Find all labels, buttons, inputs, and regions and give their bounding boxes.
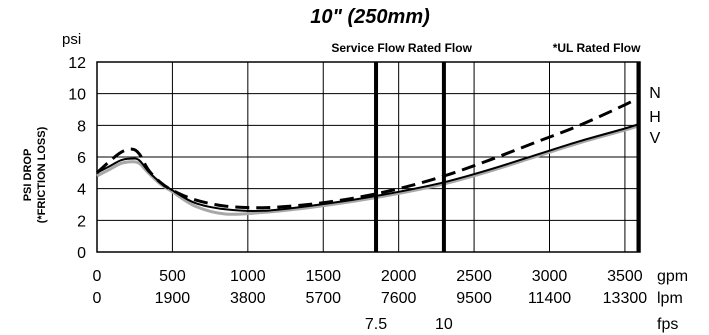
x-tick-label-lpm: 9500: [456, 290, 492, 307]
x-tick-label-gpm: 1500: [305, 268, 341, 285]
chart-title: 10" (250mm): [310, 6, 430, 28]
grid-layer: [96, 61, 641, 253]
series-label-h: H: [649, 109, 661, 126]
series-line-v: [96, 123, 641, 216]
x-tick-label-gpm: 3500: [607, 268, 643, 285]
flow-marker-label: *UL Rated Flow: [553, 41, 641, 55]
labels-layer: 0 2 4 6 8 10 12 NHV Service Flow Rated Flow *UL Ra…: [68, 41, 688, 333]
x-tick-label-lpm: 3800: [230, 290, 266, 307]
y-tick-label: 6: [77, 150, 86, 167]
series-label-n: N: [649, 85, 661, 102]
y-tick-label: 2: [77, 213, 86, 230]
y-tick-label: 0: [77, 245, 86, 262]
x-axis-unit-gpm: gpm: [657, 268, 688, 285]
y-axis-title-line1: PSI DROP: [22, 149, 34, 202]
x-tick-label-lpm: 5700: [305, 290, 341, 307]
flow-marker-label: Rated Flow: [408, 41, 473, 55]
x-tick-label-gpm: 500: [159, 268, 186, 285]
series-label-v: V: [650, 130, 661, 147]
x-tick-label-gpm: 2000: [381, 268, 417, 285]
series-line-n: [95, 95, 641, 210]
y-tick-label: 8: [77, 118, 86, 135]
flow-markers-layer: [374, 62, 641, 252]
x-tick-label-lpm: 13300: [603, 290, 648, 307]
x-tick-label-lpm: 11400: [528, 290, 571, 307]
x-tick-label-lpm: 1900: [155, 290, 191, 307]
x-tick-label-lpm: 7600: [381, 290, 417, 307]
y-axis-title-line2: (*FRICTION LOSS): [36, 126, 48, 223]
x-tick-label-lpm: 0: [93, 290, 102, 307]
y-unit-label: psi: [62, 31, 81, 48]
series-layer: [95, 95, 641, 216]
x-tick-label-gpm: 1000: [230, 268, 266, 285]
series-line-h: [96, 122, 641, 213]
flow-marker-label: Service Flow: [331, 41, 405, 55]
x-tick-label-fps: 7.5: [365, 316, 387, 333]
x-axis-unit-lpm: lpm: [657, 290, 683, 307]
x-axis-unit-fps: fps: [657, 316, 678, 333]
x-tick-label-gpm: 2500: [456, 268, 492, 285]
x-tick-label-fps: 10: [435, 316, 453, 333]
y-tick-label: 4: [77, 182, 86, 199]
x-tick-label-gpm: 0: [93, 268, 102, 285]
y-tick-label: 10: [68, 87, 86, 104]
x-tick-label-gpm: 3000: [532, 268, 568, 285]
y-tick-label: 12: [68, 55, 86, 72]
